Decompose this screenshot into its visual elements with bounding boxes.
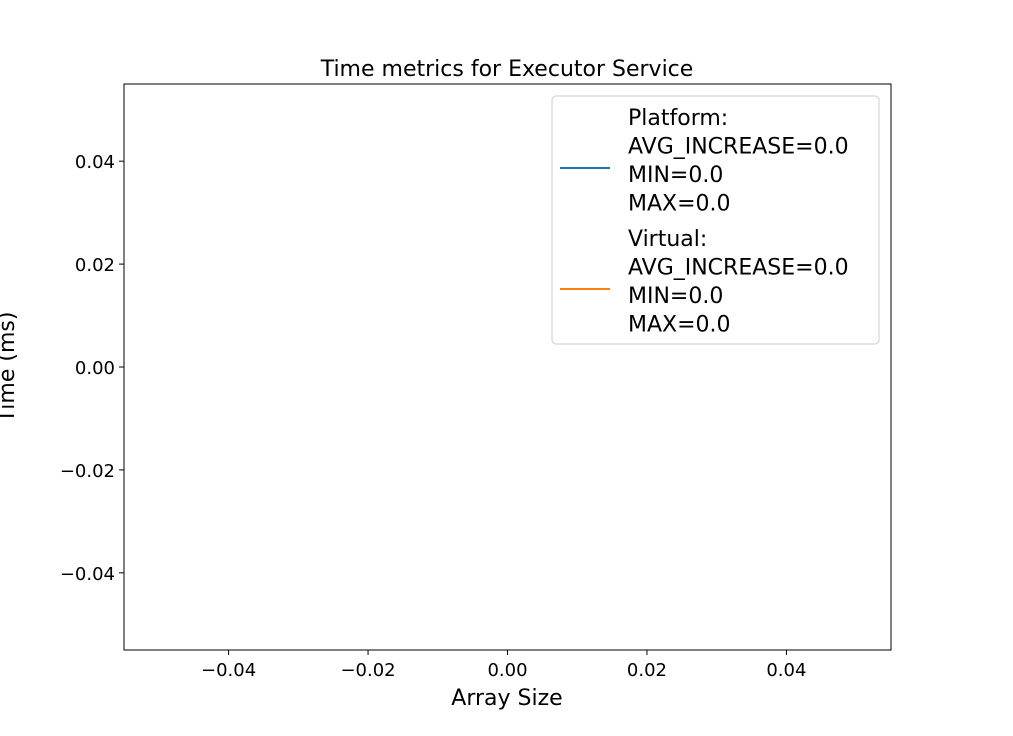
x-axis-ticks: −0.04 −0.02 0.00 0.02 0.04 [201,650,806,681]
y-tick-label: 0.00 [75,358,115,379]
y-axis-label: Time (ms) [0,312,20,424]
legend: Platform: AVG_INCREASE=0.0 MIN=0.0 MAX=0.0 V… [551,95,880,345]
legend-entry-text: MIN=0.0 [628,163,723,188]
y-tick-label: 0.04 [75,152,115,173]
legend-entry-text: MAX=0.0 [628,313,731,338]
x-tick-label: −0.02 [340,660,395,681]
y-axis-ticks: 0.04 0.02 0.00 −0.02 −0.04 [60,152,124,585]
legend-entry-text: MIN=0.0 [628,284,723,309]
y-tick-label: −0.04 [60,564,115,585]
x-tick-label: 0.04 [766,660,806,681]
legend-entry-text: MAX=0.0 [628,192,731,217]
x-tick-label: −0.04 [201,660,256,681]
y-tick-label: 0.02 [75,255,115,276]
x-axis-label: Array Size [451,686,562,711]
legend-frame [551,95,880,345]
x-tick-label: 0.02 [627,660,667,681]
chart-title: Time metrics for Executor Service [320,57,694,82]
legend-entry-text: Platform: [628,106,728,131]
legend-entry-text: AVG_INCREASE=0.0 [628,256,849,281]
x-tick-label: 0.00 [487,660,527,681]
legend-entry-text: Virtual: [628,227,707,252]
y-tick-label: −0.02 [60,461,115,482]
legend-entry-text: AVG_INCREASE=0.0 [628,135,849,160]
